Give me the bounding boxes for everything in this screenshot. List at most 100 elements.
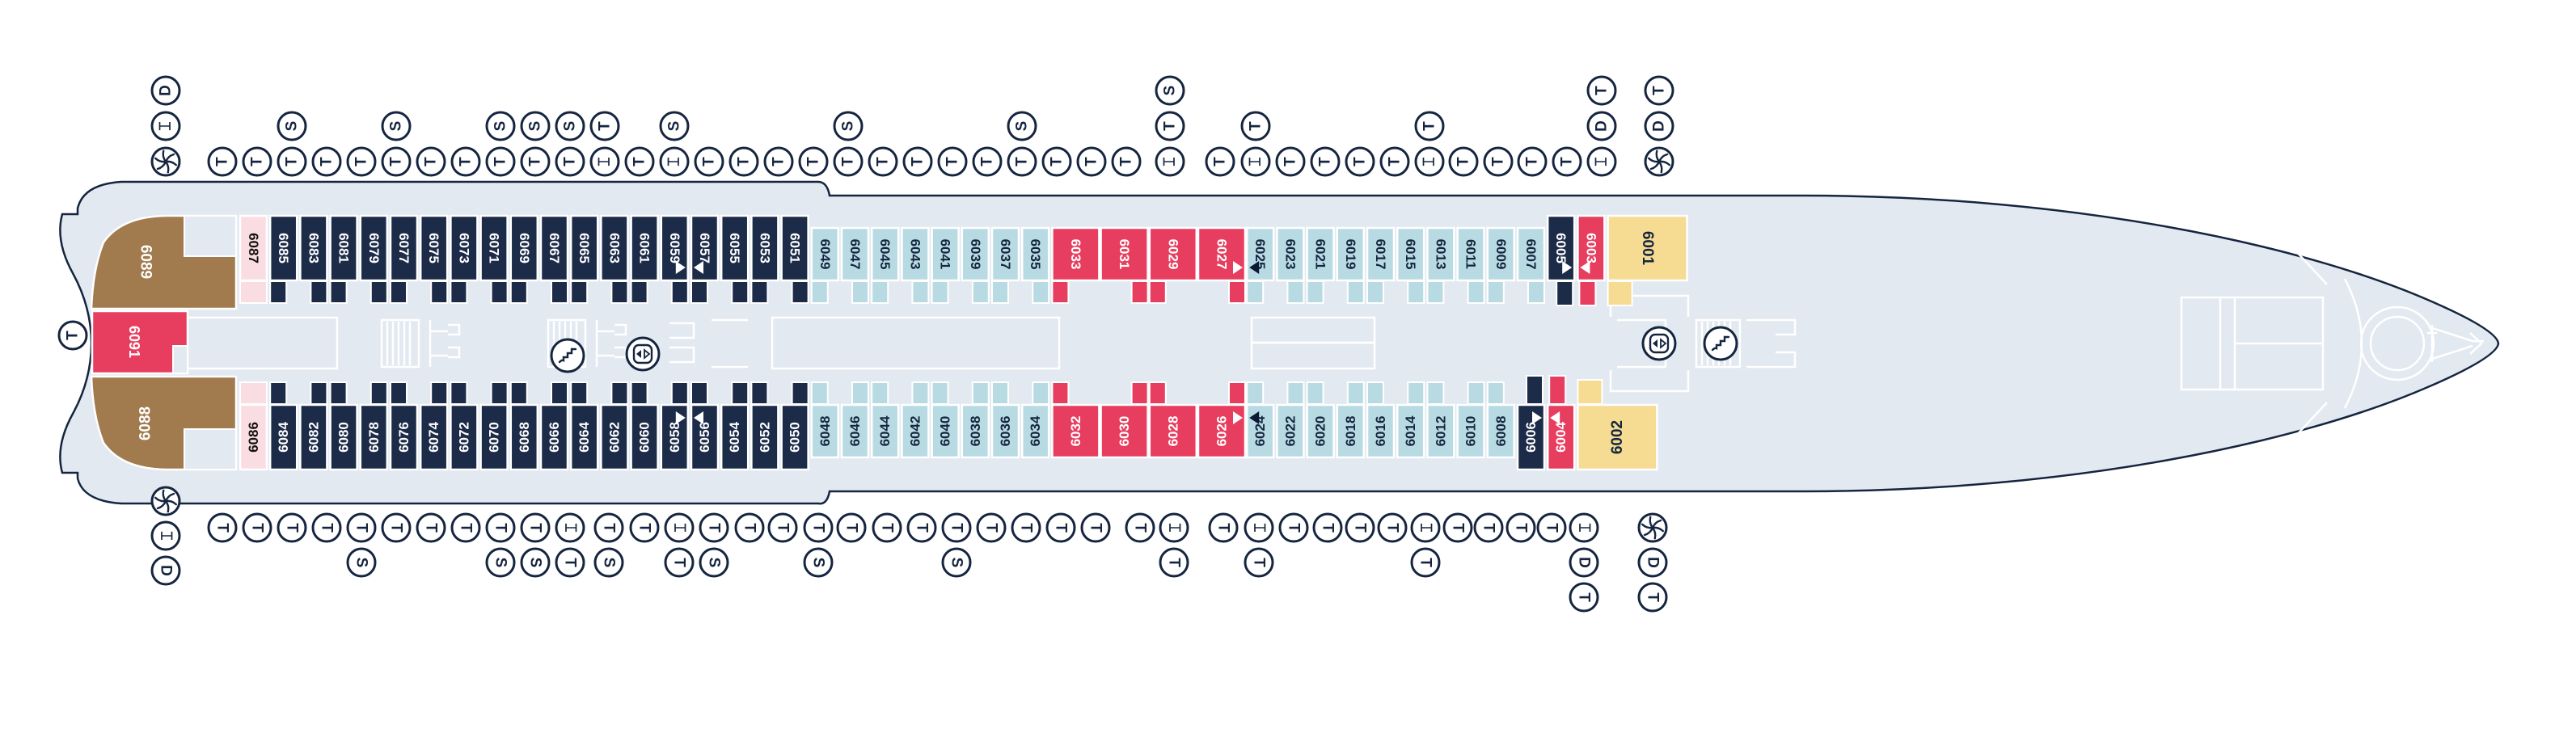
cabin-6082[interactable]: 6082 bbox=[299, 381, 328, 471]
cabin-6024[interactable]: 6024 bbox=[1245, 381, 1275, 459]
cabin-6033[interactable]: 6033 bbox=[1051, 226, 1100, 304]
cabin-6028[interactable]: 6028 bbox=[1148, 381, 1198, 459]
cabin-6026[interactable]: 6026 bbox=[1197, 381, 1247, 459]
S-icon: S bbox=[1155, 75, 1185, 106]
cabin-number: 6027 bbox=[1214, 239, 1230, 270]
T-icon: T bbox=[694, 146, 724, 177]
svg-text:T: T bbox=[601, 523, 618, 533]
cabin-6085[interactable]: 6085 bbox=[268, 214, 298, 304]
cabin-6012[interactable]: 6012 bbox=[1426, 381, 1455, 459]
cabin-6022[interactable]: 6022 bbox=[1276, 381, 1305, 459]
cabin-6004[interactable]: 6004 bbox=[1546, 375, 1576, 471]
cabin-6067[interactable]: 6067 bbox=[539, 214, 569, 304]
cabin-6042[interactable]: 6042 bbox=[901, 381, 930, 459]
cabin-6043[interactable]: 6043 bbox=[901, 226, 930, 304]
cabin-6073[interactable]: 6073 bbox=[450, 214, 479, 304]
cabin-6027[interactable]: 6027 bbox=[1197, 226, 1247, 304]
cabin-6011[interactable]: 6011 bbox=[1456, 226, 1485, 304]
cabin-6055[interactable]: 6055 bbox=[720, 214, 750, 304]
cabin-6002[interactable]: 6002 bbox=[1577, 379, 1658, 471]
cabin-6046[interactable]: 6046 bbox=[840, 381, 870, 459]
cabin-6074[interactable]: 6074 bbox=[419, 381, 449, 471]
cabin-6061[interactable]: 6061 bbox=[630, 214, 659, 304]
cabin-6068[interactable]: 6068 bbox=[509, 381, 539, 471]
cabin-6021[interactable]: 6021 bbox=[1306, 226, 1335, 304]
cabin-6076[interactable]: 6076 bbox=[389, 381, 419, 471]
cabin-6020[interactable]: 6020 bbox=[1306, 381, 1335, 459]
cabin-6066[interactable]: 6066 bbox=[539, 381, 569, 471]
cabin-6069[interactable]: 6069 bbox=[509, 214, 539, 304]
cabin-6056[interactable]: 6056 bbox=[690, 381, 720, 471]
cabin-6034[interactable]: 6034 bbox=[1020, 381, 1050, 459]
cabin-6054[interactable]: 6054 bbox=[720, 381, 750, 471]
cabin-6031[interactable]: 6031 bbox=[1100, 226, 1149, 304]
cabin-6059[interactable]: 6059 bbox=[660, 214, 690, 304]
cabin-6014[interactable]: 6014 bbox=[1396, 381, 1425, 459]
cabin-6029[interactable]: 6029 bbox=[1148, 226, 1198, 304]
cabin-6091[interactable]: 6091 bbox=[91, 310, 189, 375]
cabin-6081[interactable]: 6081 bbox=[329, 214, 358, 304]
cabin-6019[interactable]: 6019 bbox=[1336, 226, 1366, 304]
cabin-6032[interactable]: 6032 bbox=[1051, 381, 1100, 459]
cabin-6084[interactable]: 6084 bbox=[268, 381, 298, 471]
cabin-number: 6078 bbox=[366, 422, 382, 453]
cabin-6072[interactable]: 6072 bbox=[450, 381, 479, 471]
cabin-6075[interactable]: 6075 bbox=[419, 214, 449, 304]
cabin-6058[interactable]: 6058 bbox=[660, 381, 690, 471]
cabin-6003[interactable]: 6003 bbox=[1577, 214, 1606, 306]
cabin-6065[interactable]: 6065 bbox=[569, 214, 599, 304]
cabin-6044[interactable]: 6044 bbox=[870, 381, 900, 459]
cabin-6006[interactable]: 6006 bbox=[1516, 375, 1546, 471]
cabin-6025[interactable]: 6025 bbox=[1245, 226, 1275, 304]
cabin-6041[interactable]: 6041 bbox=[931, 226, 960, 304]
cabin-6052[interactable]: 6052 bbox=[750, 381, 779, 471]
cabin-6047[interactable]: 6047 bbox=[840, 226, 870, 304]
cabin-6009[interactable]: 6009 bbox=[1486, 226, 1516, 304]
cabin-6089[interactable]: 6089 bbox=[90, 214, 238, 310]
cabin-6007[interactable]: 6007 bbox=[1516, 226, 1546, 304]
cabin-6039[interactable]: 6039 bbox=[961, 226, 990, 304]
cabin-6030[interactable]: 6030 bbox=[1100, 381, 1149, 459]
T-icon: T bbox=[1208, 512, 1239, 543]
cabin-6045[interactable]: 6045 bbox=[870, 226, 900, 304]
cabin-6016[interactable]: 6016 bbox=[1366, 381, 1396, 459]
cabin-6064[interactable]: 6064 bbox=[569, 381, 599, 471]
cabin-6038[interactable]: 6038 bbox=[961, 381, 990, 459]
cabin-6063[interactable]: 6063 bbox=[600, 214, 629, 304]
cabin-6053[interactable]: 6053 bbox=[750, 214, 779, 304]
cabin-6080[interactable]: 6080 bbox=[329, 381, 358, 471]
cabin-6049[interactable]: 6049 bbox=[810, 226, 840, 304]
cabin-6078[interactable]: 6078 bbox=[359, 381, 389, 471]
cabin-6040[interactable]: 6040 bbox=[931, 381, 960, 459]
cabin-6013[interactable]: 6013 bbox=[1426, 226, 1455, 304]
cabin-6060[interactable]: 6060 bbox=[630, 381, 659, 471]
sofa-icon: ⌶ bbox=[589, 146, 620, 177]
cabin-6010[interactable]: 6010 bbox=[1456, 381, 1485, 459]
cabin-6018[interactable]: 6018 bbox=[1336, 381, 1366, 459]
cabin-6077[interactable]: 6077 bbox=[389, 214, 419, 304]
cabin-6001[interactable]: 6001 bbox=[1607, 214, 1688, 306]
cabin-6037[interactable]: 6037 bbox=[990, 226, 1020, 304]
cabin-6083[interactable]: 6083 bbox=[299, 214, 328, 304]
cabin-6088[interactable]: 6088 bbox=[90, 375, 238, 471]
cabin-number: 6077 bbox=[396, 233, 412, 263]
cabin-6050[interactable]: 6050 bbox=[780, 381, 809, 471]
cabin-6079[interactable]: 6079 bbox=[359, 214, 389, 304]
cabin-6048[interactable]: 6048 bbox=[810, 381, 840, 459]
cabin-6035[interactable]: 6035 bbox=[1020, 226, 1050, 304]
cabin-6057[interactable]: 6057 bbox=[690, 214, 720, 304]
cabin-6005[interactable]: 6005 bbox=[1546, 214, 1576, 306]
cabin-6086[interactable]: 6086 bbox=[239, 381, 268, 471]
cabin-6015[interactable]: 6015 bbox=[1396, 226, 1425, 304]
cabin-6087[interactable]: 6087 bbox=[239, 214, 268, 304]
cabin-6071[interactable]: 6071 bbox=[479, 214, 509, 304]
cabin-6017[interactable]: 6017 bbox=[1366, 226, 1396, 304]
cabin-6023[interactable]: 6023 bbox=[1276, 226, 1305, 304]
cabin-6051[interactable]: 6051 bbox=[780, 214, 809, 304]
cabin-6062[interactable]: 6062 bbox=[600, 381, 629, 471]
cabin-number: 6037 bbox=[998, 239, 1013, 270]
cabin-6008[interactable]: 6008 bbox=[1486, 381, 1516, 459]
cabin-6070[interactable]: 6070 bbox=[479, 381, 509, 471]
S-icon: S bbox=[381, 111, 412, 141]
cabin-6036[interactable]: 6036 bbox=[990, 381, 1020, 459]
